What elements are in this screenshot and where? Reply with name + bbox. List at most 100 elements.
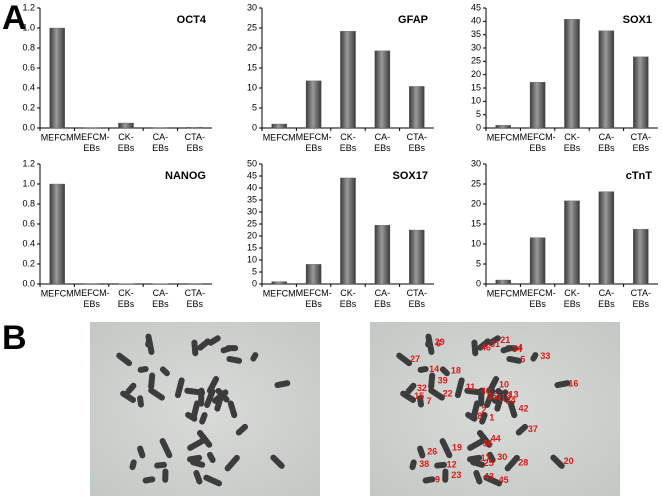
y-tick-label: 30 [471,42,481,52]
y-tick-label: 0.2 [22,258,35,268]
x-tick-label: MEFCM [263,132,296,142]
chromosome [137,445,146,459]
y-tick-label: 0.2 [22,102,35,112]
chromosome-number: 10 [499,379,509,389]
y-tick-label: 1.2 [22,2,35,12]
bar [633,229,649,285]
y-tick-label: 0.6 [22,218,35,228]
y-tick-label: 25 [471,178,481,188]
x-tick-label: CK-EBs [118,132,135,153]
chromosome-number: 39 [438,375,448,385]
chromosome-number: 2 [481,405,486,415]
chromosome [494,390,505,412]
chromosome-number: 37 [528,424,538,434]
chromosome-number: 26 [427,446,437,456]
chromosome [214,390,225,412]
chromosome [507,400,518,419]
bar [374,50,391,129]
chromosome [479,412,488,425]
x-tick-label: CA-EBs [152,132,169,153]
y-tick-label: 0.6 [22,62,35,72]
chromosome [417,445,426,459]
x-tick-label: CTA-EBs [185,132,205,153]
bar [564,19,580,129]
chromosome [554,380,571,389]
y-tick-label: 1.0 [22,22,35,32]
chromosome [439,438,453,459]
chromosome-number: 28 [518,457,528,467]
chromosome [270,454,285,469]
chromosome [550,454,565,469]
chromosome [125,382,137,395]
chromosome-number: 43 [484,472,494,482]
y-tick-label: 45 [247,170,257,180]
y-tick-label: 0 [476,278,481,288]
chromosome [486,376,500,394]
chromosome-number: 25 [484,458,494,468]
chromosome [184,387,206,396]
x-tick-label: CK-EBs [340,288,357,309]
x-tick-label: CTA-EBs [631,132,651,153]
x-tick-label: MEFCM [263,288,296,298]
chromosome-number: 21 [500,335,510,345]
y-tick-label: 20 [247,230,257,240]
x-tick-label: CA-EBs [374,132,391,153]
chromosome [454,377,465,399]
chromosome [224,454,240,472]
chromosome [425,337,433,348]
chromosome-number: 31 [490,339,500,349]
chart-title: GFAP [398,14,428,26]
chromosome [274,380,291,389]
y-tick-label: 0.8 [22,42,35,52]
chromosome-number: 17 [481,453,491,463]
chromosome-number: 19 [452,443,462,453]
y-tick-label: 5 [252,266,257,276]
bar [49,27,65,129]
y-tick-label: 30 [247,206,257,216]
chromosome-number: 16 [568,378,578,388]
chromosome-number: 7 [427,396,432,406]
chromosome-number: 34 [512,344,522,354]
chromosome [442,468,449,483]
y-tick-label: 40 [247,182,257,192]
chromosome [464,387,486,396]
bar [495,279,511,285]
panel-label: B [2,319,27,357]
y-tick-label: 1.0 [22,178,35,188]
y-tick-label: 15 [247,62,257,72]
y-tick-label: 5 [476,109,481,119]
chromosome-number: 9 [435,474,440,484]
y-tick-label: 10 [471,96,481,106]
chromosome-number: 27 [410,354,420,364]
bar [409,229,425,285]
bar [83,283,100,285]
y-tick-label: 10 [247,254,257,264]
chromosome [227,400,238,419]
chromosome [137,395,144,408]
y-tick-label: 5 [476,258,481,268]
chromosome [191,339,199,357]
x-tick-label: CTA-EBs [407,132,427,153]
chromosome-number: 14 [429,364,439,374]
chromosome [417,366,429,373]
chromosome [500,345,512,354]
bar [305,264,322,285]
x-tick-label: MEFCM [41,132,74,142]
x-tick-label: MEFCM-EBs [296,288,332,309]
chromosome-number: 38 [419,459,429,469]
chromosome [417,395,424,408]
chromosome-number: 1 [489,413,494,423]
chromosome [469,459,486,468]
chromosome-number: 41 [496,393,506,403]
x-tick-label: CA-EBs [598,288,615,309]
y-tick-label: 5 [252,102,257,112]
y-tick-label: 20 [247,42,257,52]
chromosome [235,423,248,436]
x-tick-label: CA-EBs [598,132,615,153]
chromosome-number: 11 [466,382,476,392]
chromosome [196,430,213,448]
x-tick-label: CTA-EBs [185,288,205,309]
y-tick-label: 0 [476,122,481,132]
chromosome-number: 32 [417,383,427,393]
